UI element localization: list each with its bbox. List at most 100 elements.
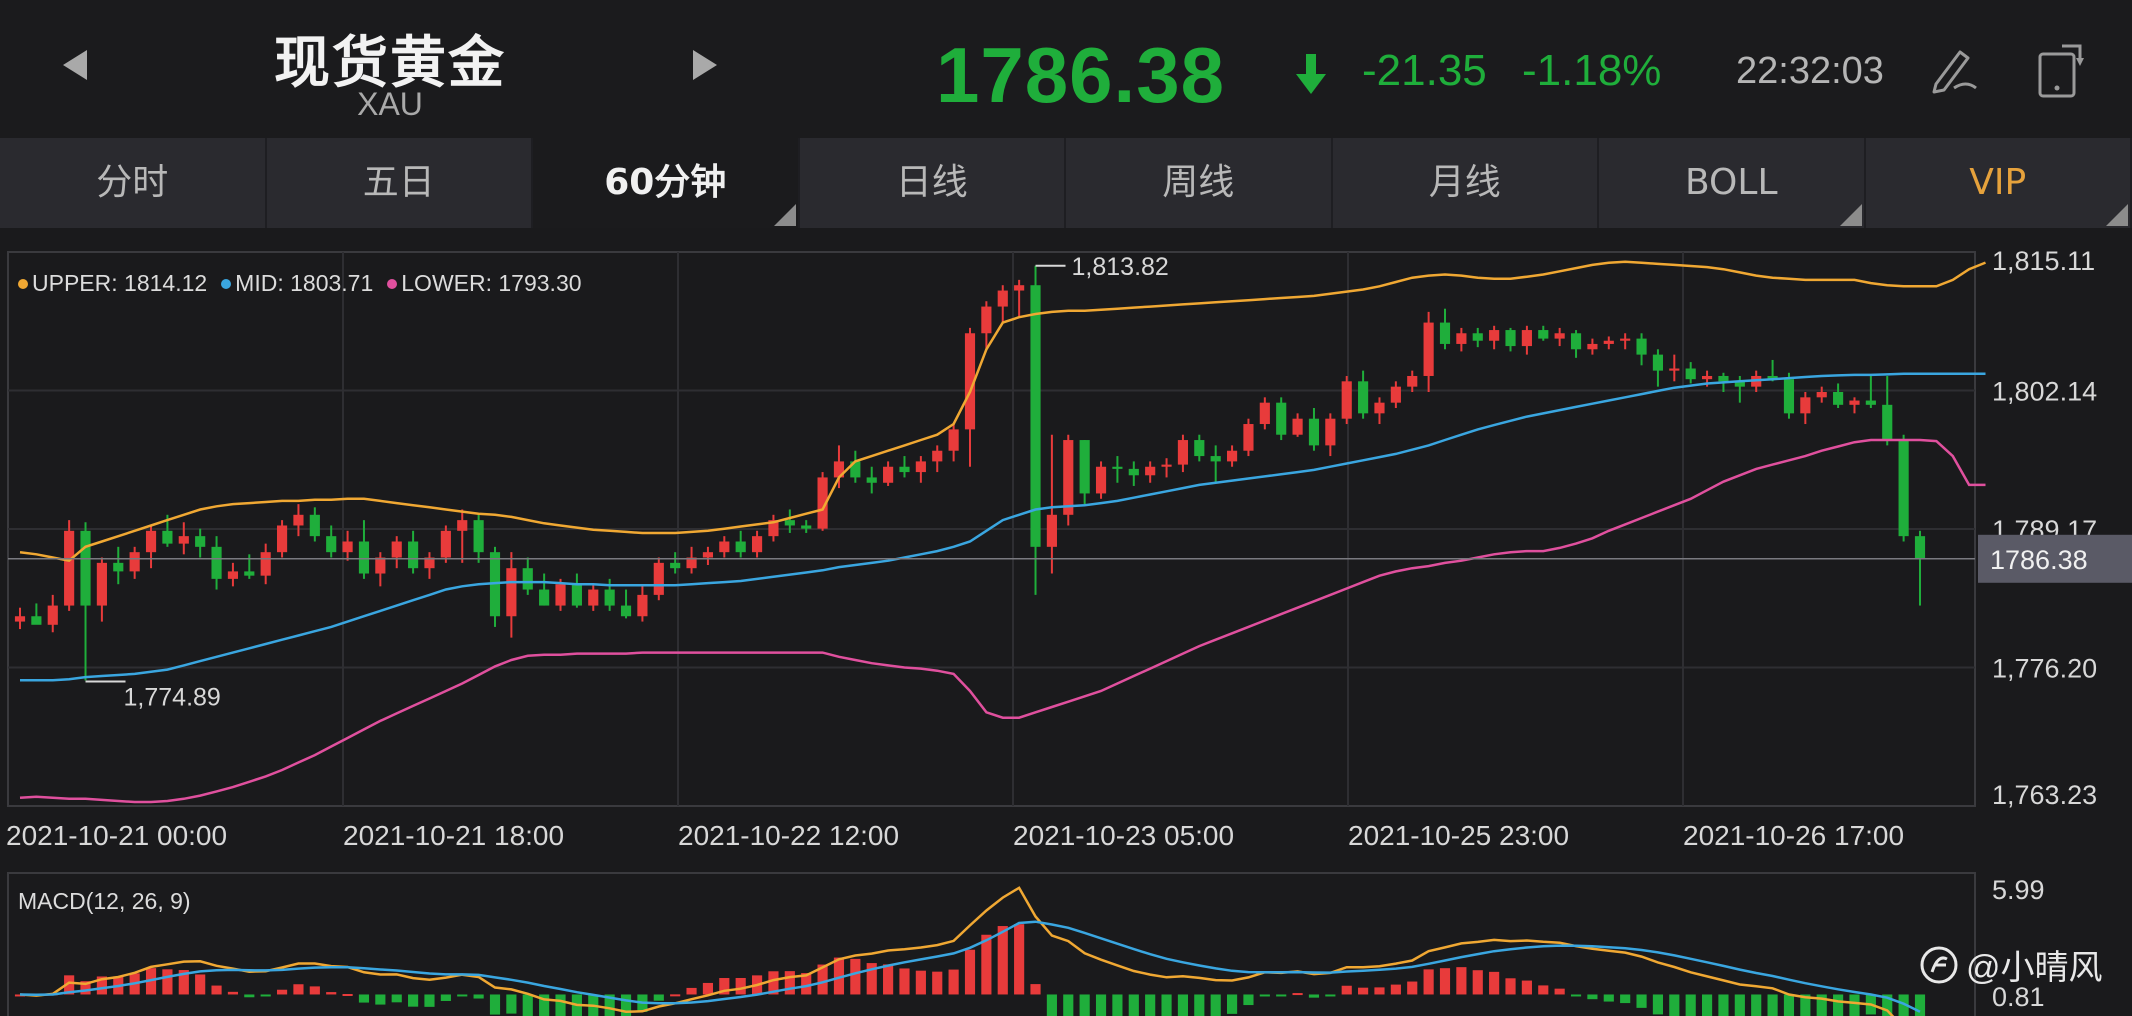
- macd-histogram-bar: [211, 985, 222, 995]
- macd-histogram-bar: [1341, 985, 1352, 995]
- tab-label: 五日: [362, 162, 435, 203]
- candle-body: [637, 594, 648, 617]
- candle-body: [915, 461, 926, 473]
- macd-histogram-bar: [1259, 994, 1270, 997]
- prev-instrument-arrow-icon[interactable]: [63, 50, 87, 80]
- tab-boll[interactable]: BOLL: [1599, 138, 1866, 228]
- macd-histogram-bar: [1161, 994, 1172, 1016]
- tab-60min[interactable]: 60分钟: [533, 138, 800, 228]
- candle-body: [162, 530, 173, 544]
- candle-body: [1112, 466, 1123, 469]
- macd-histogram-bar: [1079, 994, 1090, 1016]
- macd-histogram-bar: [473, 994, 484, 999]
- candle-body: [1456, 333, 1467, 344]
- macd-histogram-bar: [1030, 984, 1041, 995]
- tab-label: 周线: [1162, 162, 1235, 203]
- tab-vip[interactable]: VIP: [1866, 138, 2132, 228]
- macd-histogram-bar: [1046, 994, 1057, 1016]
- macd-histogram-bar: [915, 970, 926, 995]
- macd-histogram-bar: [1194, 994, 1205, 1016]
- x-tick-label: 2021-10-23 05:00: [1013, 820, 1234, 851]
- macd-histogram-bar: [1783, 994, 1795, 1016]
- candle-body: [932, 450, 943, 462]
- price-change: -21.35: [1362, 46, 1487, 95]
- candle-body: [1358, 381, 1369, 414]
- candle-body: [1325, 418, 1336, 446]
- macd-histogram-bar: [1095, 994, 1107, 1016]
- candle-body: [1914, 536, 1926, 559]
- candle-body: [14, 616, 26, 622]
- current-price-badge: [1978, 534, 2132, 583]
- macd-histogram-bar: [784, 971, 795, 995]
- candle-body: [293, 514, 304, 526]
- macd-histogram-bar: [506, 994, 517, 1014]
- boll-upper-line: [19, 260, 1986, 563]
- boll-legend: UPPER: 1814.12 MID: 1803.71 LOWER: 1793.…: [18, 270, 582, 297]
- candle-body: [1882, 404, 1893, 441]
- candle-body: [1063, 440, 1074, 515]
- candle-body: [899, 466, 910, 473]
- candle-body: [539, 589, 550, 606]
- macd-histogram-bar: [1489, 971, 1500, 995]
- macd-histogram-bar: [866, 963, 877, 995]
- candle-body: [1439, 322, 1451, 344]
- candle-body: [375, 557, 386, 574]
- macd-histogram-bar: [653, 994, 664, 1001]
- candle-body: [326, 536, 337, 553]
- macd-histogram-bar: [1767, 994, 1778, 1016]
- tab-five-day[interactable]: 五日: [267, 138, 533, 228]
- macd-histogram-bar: [195, 974, 206, 995]
- legend-lower-text: LOWER: 1793.30: [401, 270, 582, 296]
- candle-body: [1620, 338, 1631, 341]
- macd-histogram-bar: [555, 994, 566, 1016]
- macd-histogram-bar: [719, 978, 730, 995]
- x-tick-label: 2021-10-21 00:00: [6, 820, 227, 851]
- tab-weekly[interactable]: 周线: [1066, 138, 1333, 228]
- macd-histogram-bar: [1734, 994, 1745, 1016]
- macd-histogram-bar: [1276, 994, 1287, 997]
- macd-histogram-bar: [1652, 994, 1664, 1015]
- candle-body: [555, 584, 566, 606]
- candle-body: [1538, 330, 1549, 339]
- macd-histogram-bar: [1620, 994, 1631, 1004]
- legend-mid: MID: 1803.71: [221, 270, 373, 297]
- macd-histogram-bar: [489, 994, 501, 1015]
- dropdown-corner-icon: [2106, 204, 2128, 226]
- macd-histogram-bar: [1308, 994, 1320, 998]
- macd-histogram-bar: [260, 994, 271, 997]
- next-instrument-arrow-icon[interactable]: [693, 50, 717, 80]
- kline-chart[interactable]: 1,815.111,802.141,789.171,776.201,763.23…: [0, 228, 2132, 1016]
- tab-monthly[interactable]: 月线: [1333, 138, 1599, 228]
- candle-body: [1390, 386, 1401, 403]
- rotate-screen-icon[interactable]: [2032, 40, 2088, 100]
- current-price-label: 1786.38: [1990, 545, 2088, 575]
- tab-daily[interactable]: 日线: [800, 138, 1066, 228]
- candle-body: [64, 530, 75, 606]
- pen-draw-icon[interactable]: [1928, 44, 1982, 94]
- candle-body: [424, 557, 435, 569]
- candle-body: [1423, 322, 1434, 376]
- candle-body: [1292, 418, 1303, 435]
- macd-histogram-bar: [1292, 993, 1303, 996]
- candle-body: [1718, 375, 1729, 382]
- x-tick-label: 2021-10-21 18:00: [343, 820, 564, 851]
- macd-histogram-bar: [408, 994, 419, 1007]
- macd-frame: [7, 872, 1976, 1016]
- legend-upper: UPPER: 1814.12: [18, 270, 207, 297]
- macd-histogram-bar: [768, 971, 779, 995]
- candle-body: [1783, 379, 1795, 414]
- y-tick-label: 1,815.11: [1992, 246, 2095, 276]
- candle-body: [604, 589, 615, 606]
- macd-histogram-bar: [932, 971, 943, 995]
- instrument-name: 现货黄金: [274, 31, 506, 96]
- macd-histogram-bar: [1914, 994, 1926, 1016]
- tab-intraday[interactable]: 分时: [0, 138, 267, 228]
- macd-histogram-bar: [981, 934, 992, 995]
- candle-body: [1669, 368, 1680, 371]
- macd-histogram-bar: [276, 989, 288, 995]
- macd-histogram-bar: [1145, 994, 1156, 1016]
- macd-histogram-bar: [1816, 994, 1827, 1016]
- macd-histogram-bar: [1554, 988, 1565, 995]
- macd-histogram-bar: [293, 984, 304, 995]
- candle-body: [276, 525, 288, 553]
